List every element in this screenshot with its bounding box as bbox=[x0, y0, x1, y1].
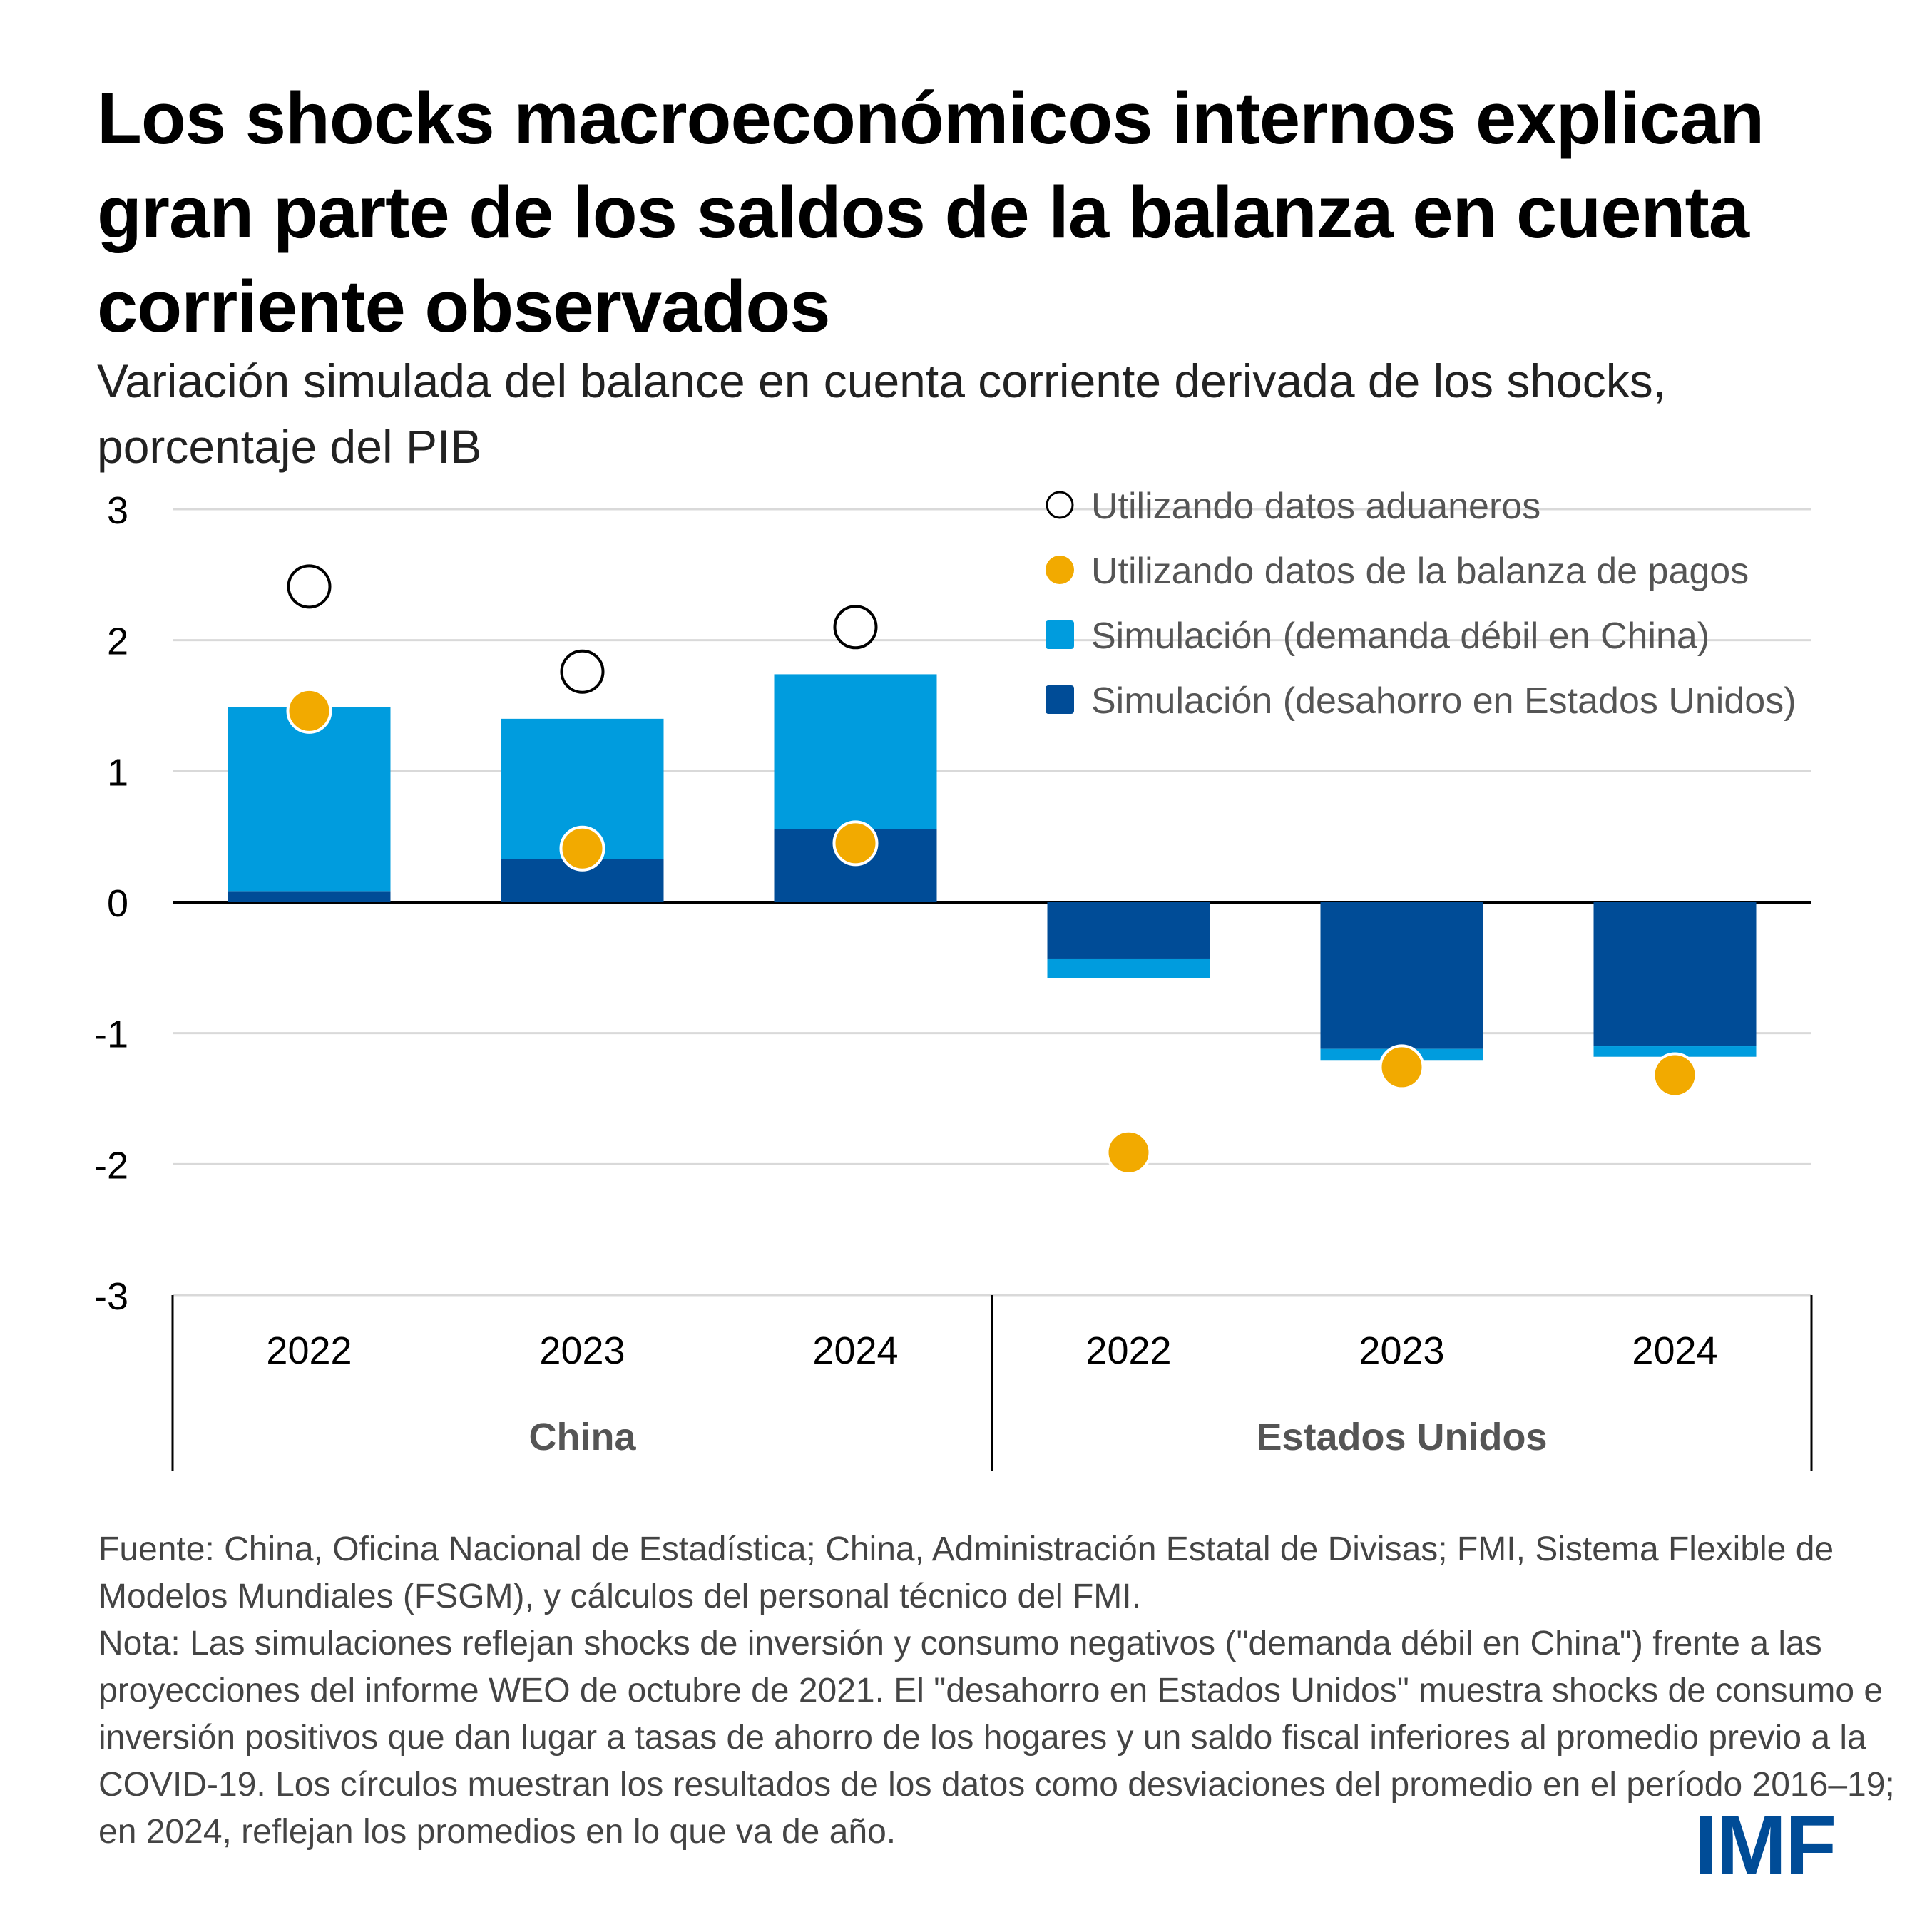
y-tick-label: 3 bbox=[107, 489, 128, 532]
imf-logo: IMF bbox=[1695, 1799, 1836, 1893]
marker-customs-data bbox=[833, 605, 878, 650]
x-tick-label: 2024 bbox=[812, 1329, 898, 1372]
group-label: China bbox=[528, 1416, 636, 1458]
marker-bop-data bbox=[559, 825, 605, 872]
legend: Utilizando datos aduaneros Utilizando dat… bbox=[1046, 486, 1796, 722]
bar-segment bbox=[228, 891, 391, 902]
bar-segment bbox=[1047, 958, 1210, 978]
y-axis-ticks: 3 2 1 0 -1 -2 -3 bbox=[94, 489, 128, 1318]
chart-title: Los shocks macroeconómicos internos expl… bbox=[97, 77, 1764, 347]
bar-segment bbox=[1593, 902, 1757, 1047]
bars bbox=[228, 674, 1757, 1061]
legend-square-icon bbox=[1046, 685, 1074, 714]
bar-segment bbox=[1593, 1046, 1757, 1057]
footnote-note: Nota: Las simulaciones reflejan shocks d… bbox=[98, 1625, 1895, 1851]
x-tick-label: 2023 bbox=[539, 1329, 625, 1372]
legend-label: Simulación (desahorro en Estados Unidos) bbox=[1091, 680, 1796, 722]
y-tick-label: 1 bbox=[107, 751, 128, 794]
marker-bop-data bbox=[286, 688, 332, 734]
bar-segment bbox=[774, 674, 937, 829]
y-tick-label: -2 bbox=[94, 1144, 128, 1187]
y-tick-label: -1 bbox=[94, 1013, 128, 1056]
x-tick-label: 2023 bbox=[1359, 1329, 1444, 1372]
legend-hollow-circle-icon bbox=[1046, 491, 1074, 519]
footnote-source: Fuente: China, Oficina Nacional de Estad… bbox=[98, 1530, 1834, 1615]
x-tick-label: 2022 bbox=[1085, 1329, 1171, 1372]
legend-label: Simulación (demanda débil en China) bbox=[1091, 615, 1709, 657]
legend-label: Utilizando datos aduaneros bbox=[1091, 486, 1540, 527]
marker-customs-data bbox=[287, 564, 332, 609]
group-label: Estados Unidos bbox=[1256, 1416, 1547, 1458]
legend-square-icon bbox=[1046, 620, 1074, 649]
bar-segment bbox=[1320, 902, 1483, 1049]
marker-bop-data bbox=[1105, 1129, 1152, 1175]
chart: 3 2 1 0 -1 -2 -3 2022 2023 2024 China 2022 2023 2024… bbox=[94, 486, 1813, 1471]
chart-subtitle: Variación simulada del balance en cuenta… bbox=[97, 354, 1667, 473]
x-tick-label: 2024 bbox=[1632, 1329, 1717, 1372]
y-tick-label: 2 bbox=[107, 620, 128, 663]
legend-label: Utilizando datos de la balanza de pagos bbox=[1091, 551, 1749, 592]
markers bbox=[286, 564, 1698, 1175]
marker-bop-data bbox=[1652, 1052, 1698, 1098]
y-tick-label: 0 bbox=[107, 882, 128, 925]
x-axis: 2022 2023 2024 China 2022 2023 2024 Estados Uni… bbox=[171, 1295, 1813, 1471]
y-tick-label: -3 bbox=[94, 1275, 128, 1318]
x-tick-label: 2022 bbox=[266, 1329, 352, 1372]
bar-segment bbox=[1047, 902, 1210, 959]
marker-bop-data bbox=[1379, 1044, 1425, 1090]
marker-bop-data bbox=[832, 820, 879, 867]
bar-segment bbox=[228, 707, 391, 892]
footnote: Fuente: China, Oficina Nacional de Estad… bbox=[98, 1526, 1896, 1856]
marker-customs-data bbox=[560, 649, 605, 694]
legend-filled-circle-icon bbox=[1046, 556, 1074, 584]
